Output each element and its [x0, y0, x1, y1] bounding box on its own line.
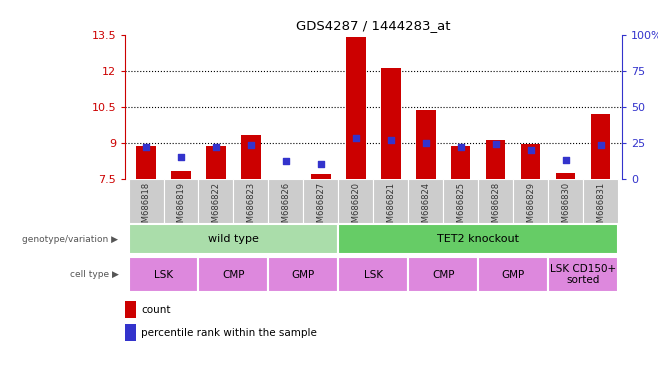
- Bar: [163, 179, 199, 223]
- Bar: [338, 224, 619, 254]
- Text: GSM686830: GSM686830: [561, 182, 570, 233]
- Bar: [409, 179, 443, 223]
- Bar: [591, 114, 611, 179]
- Bar: [417, 110, 436, 179]
- Bar: [478, 257, 548, 292]
- Point: [281, 158, 291, 164]
- Text: GSM686821: GSM686821: [386, 182, 395, 233]
- Text: LSK: LSK: [154, 270, 173, 280]
- Point: [176, 154, 186, 160]
- Text: GMP: GMP: [291, 270, 315, 280]
- Bar: [513, 179, 548, 223]
- Bar: [268, 179, 303, 223]
- Bar: [521, 144, 540, 179]
- Bar: [486, 140, 505, 179]
- Bar: [478, 179, 513, 223]
- Text: percentile rank within the sample: percentile rank within the sample: [141, 328, 317, 338]
- Title: GDS4287 / 1444283_at: GDS4287 / 1444283_at: [296, 19, 451, 32]
- Text: wild type: wild type: [208, 234, 259, 244]
- Bar: [346, 37, 366, 179]
- Point: [491, 141, 501, 147]
- Bar: [548, 257, 619, 292]
- Bar: [199, 257, 268, 292]
- Bar: [128, 224, 338, 254]
- Bar: [451, 146, 470, 179]
- Text: GSM686824: GSM686824: [421, 182, 430, 233]
- Point: [455, 144, 466, 150]
- Text: GSM686823: GSM686823: [247, 182, 255, 233]
- Bar: [234, 179, 268, 223]
- Bar: [207, 146, 226, 179]
- Text: CMP: CMP: [222, 270, 245, 280]
- Text: CMP: CMP: [432, 270, 455, 280]
- Point: [316, 161, 326, 167]
- Bar: [311, 174, 330, 179]
- Text: GSM686829: GSM686829: [526, 182, 536, 233]
- Text: GSM686828: GSM686828: [492, 182, 500, 233]
- Text: TET2 knockout: TET2 knockout: [438, 234, 519, 244]
- Text: genotype/variation ▶: genotype/variation ▶: [22, 235, 118, 243]
- Text: GSM686831: GSM686831: [596, 182, 605, 233]
- Text: GSM686826: GSM686826: [282, 182, 290, 233]
- Point: [526, 147, 536, 153]
- Text: LSK: LSK: [364, 270, 383, 280]
- Bar: [268, 257, 338, 292]
- Text: GSM686827: GSM686827: [316, 182, 326, 233]
- Point: [420, 139, 431, 146]
- Bar: [373, 179, 409, 223]
- Text: GSM686818: GSM686818: [141, 182, 151, 233]
- Point: [595, 142, 606, 149]
- Bar: [443, 179, 478, 223]
- Bar: [199, 179, 234, 223]
- Point: [561, 157, 571, 163]
- Text: LSK CD150+
sorted: LSK CD150+ sorted: [550, 264, 617, 285]
- Point: [351, 135, 361, 141]
- Bar: [548, 179, 584, 223]
- Bar: [136, 146, 156, 179]
- Text: count: count: [141, 305, 171, 314]
- Text: GSM686822: GSM686822: [211, 182, 220, 233]
- Point: [141, 144, 151, 150]
- Bar: [338, 257, 409, 292]
- Point: [245, 142, 256, 149]
- Bar: [556, 172, 576, 179]
- Bar: [125, 301, 136, 318]
- Bar: [409, 257, 478, 292]
- Point: [211, 144, 221, 150]
- Point: [386, 137, 396, 143]
- Bar: [584, 179, 619, 223]
- Bar: [125, 324, 136, 341]
- Bar: [171, 171, 191, 179]
- Bar: [381, 68, 401, 179]
- Text: GMP: GMP: [502, 270, 525, 280]
- Bar: [128, 257, 199, 292]
- Bar: [128, 179, 163, 223]
- Text: GSM686819: GSM686819: [176, 182, 186, 233]
- Text: GSM686820: GSM686820: [351, 182, 361, 233]
- Text: GSM686825: GSM686825: [457, 182, 465, 233]
- Bar: [338, 179, 374, 223]
- Text: cell type ▶: cell type ▶: [70, 270, 118, 279]
- Bar: [303, 179, 338, 223]
- Bar: [241, 136, 261, 179]
